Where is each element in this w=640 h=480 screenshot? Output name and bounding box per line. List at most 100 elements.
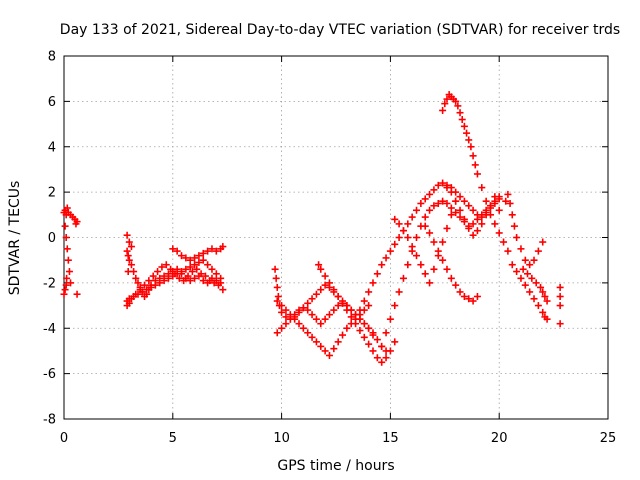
data-point — [125, 238, 133, 246]
data-point — [421, 195, 429, 203]
data-point — [127, 261, 135, 269]
data-point — [502, 197, 510, 205]
y-tick-label: -4 — [43, 322, 56, 337]
data-point — [73, 218, 81, 226]
data-point — [399, 274, 407, 282]
data-point — [217, 274, 225, 282]
data-point — [299, 324, 307, 332]
data-point — [513, 268, 521, 276]
data-point — [295, 306, 303, 314]
data-point — [365, 288, 373, 296]
data-point — [460, 122, 468, 130]
data-point — [330, 306, 338, 314]
data-point — [378, 261, 386, 269]
data-point — [452, 197, 460, 205]
data-point — [539, 288, 547, 296]
data-point — [473, 170, 481, 178]
data-point — [543, 297, 551, 305]
data-point — [404, 261, 412, 269]
data-point — [145, 277, 153, 285]
data-point — [473, 292, 481, 300]
data-point — [439, 106, 447, 114]
data-point — [523, 270, 531, 278]
y-tick-label: 6 — [48, 95, 56, 110]
data-point — [158, 263, 166, 271]
data-point — [430, 238, 438, 246]
data-point — [469, 297, 477, 305]
data-point — [343, 306, 351, 314]
data-point — [408, 213, 416, 221]
data-point — [360, 333, 368, 341]
data-point — [136, 286, 144, 294]
data-point — [530, 256, 538, 264]
data-point — [519, 265, 527, 273]
data-point — [391, 215, 399, 223]
data-point — [299, 304, 307, 312]
data-point — [395, 234, 403, 241]
data-point — [195, 258, 203, 266]
data-point — [195, 252, 203, 260]
data-point — [282, 313, 290, 321]
x-tick-label: 10 — [273, 431, 290, 446]
data-point — [469, 152, 477, 160]
data-point — [399, 227, 407, 235]
data-point — [534, 302, 542, 310]
data-point — [391, 240, 399, 248]
data-point — [526, 261, 534, 269]
data-point — [539, 238, 547, 246]
data-point — [473, 227, 481, 235]
data-point — [286, 315, 294, 323]
data-point — [151, 281, 159, 289]
data-point — [369, 347, 377, 355]
data-point — [426, 279, 434, 287]
data-point — [164, 274, 172, 282]
x-tick-label: 5 — [169, 431, 177, 446]
data-point — [421, 213, 429, 221]
data-point — [64, 256, 72, 264]
data-point — [408, 243, 416, 251]
data-point — [191, 254, 199, 262]
data-point — [443, 199, 451, 207]
data-point — [500, 238, 508, 246]
data-point — [67, 279, 75, 287]
data-point — [421, 270, 429, 278]
data-point — [182, 265, 190, 273]
data-point — [273, 297, 281, 305]
data-point — [508, 261, 516, 269]
data-point — [123, 231, 131, 239]
data-point — [556, 320, 564, 328]
data-point — [356, 306, 364, 314]
y-tick-label: -8 — [43, 413, 56, 428]
data-point — [504, 247, 512, 255]
data-point — [458, 116, 466, 124]
data-point — [482, 197, 490, 205]
data-point — [530, 295, 538, 303]
data-point — [426, 190, 434, 198]
data-point — [417, 199, 425, 207]
data-point — [452, 281, 460, 289]
data-point — [65, 268, 73, 276]
y-tick-label: 4 — [48, 140, 56, 155]
data-point — [191, 261, 199, 269]
data-point — [456, 206, 464, 214]
data-point — [541, 292, 549, 300]
data-point — [504, 190, 512, 198]
data-point — [378, 342, 386, 350]
data-point — [469, 206, 477, 214]
data-point — [154, 268, 162, 276]
data-point — [339, 331, 347, 339]
data-point — [508, 211, 516, 219]
data-point — [360, 297, 368, 305]
data-point — [430, 202, 438, 210]
data-point — [495, 229, 503, 237]
data-point — [278, 308, 286, 316]
data-point — [460, 197, 468, 205]
data-point — [304, 299, 312, 307]
data-point — [391, 302, 399, 310]
data-point — [282, 306, 290, 314]
data-point — [556, 302, 564, 310]
data-point — [219, 243, 227, 251]
data-point — [386, 315, 394, 323]
data-point — [199, 256, 207, 264]
